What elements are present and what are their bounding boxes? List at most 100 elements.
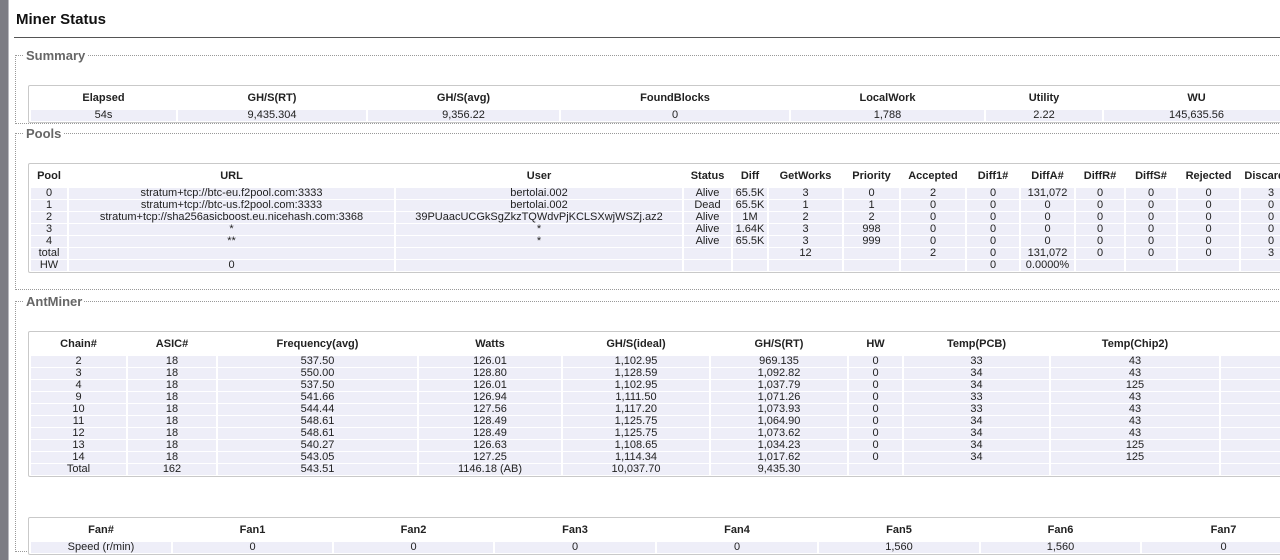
- cell: 0: [1178, 236, 1239, 247]
- cell: 1,560: [981, 542, 1140, 553]
- cell: 3: [1241, 188, 1280, 199]
- header-row: Pool URL User Status Diff GetWorks Priority Acc…: [31, 165, 1280, 187]
- cell: 2: [901, 248, 965, 259]
- cell: 43: [1051, 392, 1219, 403]
- cell: stratum+tcp://btc-eu.f2pool.com:3333: [69, 188, 394, 199]
- cell: Alive: [684, 188, 731, 199]
- cell: 543.05: [218, 452, 417, 463]
- cell: 0: [173, 542, 332, 553]
- column-header: Fan3: [562, 524, 588, 536]
- cell: [1051, 464, 1219, 475]
- cell: 540.27: [218, 440, 417, 451]
- column-header: Elapsed: [82, 92, 125, 104]
- cell: 43: [1051, 416, 1219, 427]
- cell: total: [31, 248, 67, 259]
- column-header: Watts: [475, 338, 505, 350]
- cell: 0: [967, 188, 1019, 199]
- cell: 0: [844, 188, 899, 199]
- cell: 33: [904, 392, 1049, 403]
- cell: 1: [844, 200, 899, 211]
- cell: 0: [1076, 212, 1124, 223]
- cell: [1221, 464, 1280, 475]
- cell: 3: [769, 188, 842, 199]
- cell: 18: [128, 380, 216, 391]
- cell: 18: [128, 368, 216, 379]
- cell: 9: [31, 392, 126, 403]
- cell: 0.0000%: [1021, 260, 1074, 271]
- cell: 2: [31, 212, 67, 223]
- data-row: 2 18 537.50 126.01 1,102.95 969.135 0 33 43: [31, 356, 1280, 367]
- cell: 548.61: [218, 416, 417, 427]
- cell: 10,037.70: [563, 464, 709, 475]
- column-header: Temp(Chip2): [1101, 338, 1169, 350]
- cell: 0: [849, 428, 902, 439]
- cell: 0: [1126, 236, 1176, 247]
- cell: 1,092.82: [711, 368, 847, 379]
- cell: 1,037.79: [711, 380, 847, 391]
- cell: [733, 248, 767, 259]
- cell: 0: [849, 452, 902, 463]
- cell: 550.00: [218, 368, 417, 379]
- data-row: 4 ** * Alive 65.5K 3 999 0 0 0 0 0 0 0: [31, 236, 1280, 247]
- cell: [1221, 416, 1280, 427]
- cell: bertolai.002: [396, 200, 682, 211]
- column-header: WU: [1187, 92, 1206, 104]
- column-header: Fan2: [400, 524, 427, 536]
- cell: 969.135: [711, 356, 847, 367]
- column-header: Diff1#: [977, 170, 1009, 182]
- cell: [684, 260, 731, 271]
- cell: 34: [904, 368, 1049, 379]
- cell: Speed (r/min): [31, 542, 171, 553]
- column-header: GetWorks: [779, 170, 832, 182]
- cell: 0: [1076, 224, 1124, 235]
- column-header: Fan1: [239, 524, 266, 536]
- cell: 43: [1051, 356, 1219, 367]
- cell: 0: [1021, 236, 1074, 247]
- cell: 43: [1051, 428, 1219, 439]
- cell: 0: [849, 416, 902, 427]
- cell: 4: [31, 236, 67, 247]
- cell: 2: [901, 188, 965, 199]
- cell: 0: [1126, 188, 1176, 199]
- cell: HW: [31, 260, 67, 271]
- cell: 0: [967, 260, 1019, 271]
- data-row: 1 stratum+tcp://btc-us.f2pool.com:3333 ber…: [31, 200, 1280, 211]
- data-row: HW 0 0 0.0000%: [31, 260, 1280, 271]
- cell: 3: [31, 224, 67, 235]
- cell: 0: [1126, 248, 1176, 259]
- column-header: Fan5: [886, 524, 912, 536]
- data-row: 3 * * Alive 1.64K 3 998 0 0 0 0 0 0 0: [31, 224, 1280, 235]
- cell: 0: [1021, 200, 1074, 211]
- cell: 3: [769, 236, 842, 247]
- cell: 34: [904, 440, 1049, 451]
- cell: 0: [1178, 248, 1239, 259]
- cell: 18: [128, 452, 216, 463]
- cell: 1,788: [791, 110, 984, 121]
- cell: 999: [844, 236, 899, 247]
- cell: [684, 248, 731, 259]
- data-row: 10 18 544.44 127.56 1,117.20 1,073.93 0 33 43: [31, 404, 1280, 415]
- cell: 0: [657, 542, 817, 553]
- cell: 14: [31, 452, 126, 463]
- cell: 1,114.34: [563, 452, 709, 463]
- section-legend: AntMiner: [26, 294, 83, 309]
- cell: 0: [1126, 224, 1176, 235]
- data-row: 2 stratum+tcp://sha256asicboost.eu.niceha…: [31, 212, 1280, 223]
- cell: 1,034.23: [711, 440, 847, 451]
- cell: 1,125.75: [563, 428, 709, 439]
- cell: 2: [769, 212, 842, 223]
- cell: 1,117.20: [563, 404, 709, 415]
- cell: 65.5K: [733, 236, 767, 247]
- data-row: 12 18 548.61 128.49 1,125.75 1,073.62 0 34 43: [31, 428, 1280, 439]
- cell: 145,635.56: [1104, 110, 1280, 121]
- column-header: GH/S(avg): [436, 92, 491, 104]
- cell: Dead: [684, 200, 731, 211]
- cell: [733, 260, 767, 271]
- cell: 0: [849, 404, 902, 415]
- data-table: Elapsed GH/S(RT) GH/S(avg) FoundBlocks Local…: [28, 85, 1280, 123]
- data-row: Speed (r/min) 0 0 0 0 1,560 1,560 0: [31, 542, 1280, 553]
- cell: 127.56: [419, 404, 561, 415]
- column-header: [1221, 333, 1280, 355]
- cell: 43: [1051, 368, 1219, 379]
- cell: [1178, 260, 1239, 271]
